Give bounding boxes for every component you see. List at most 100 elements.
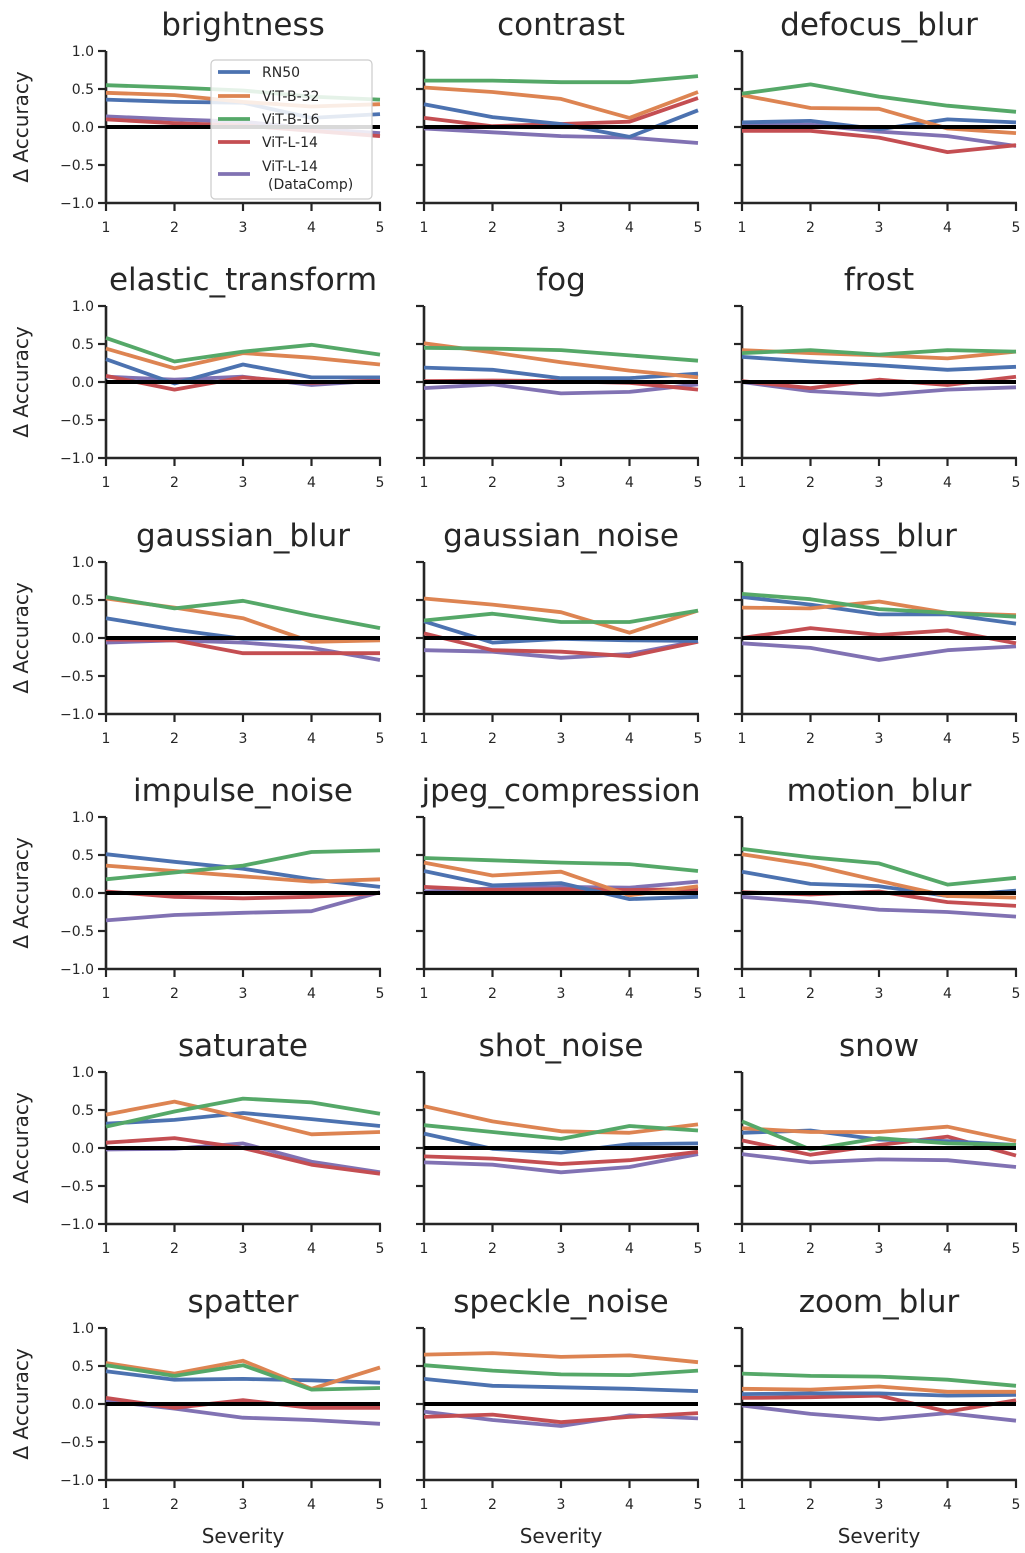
y-tick-label: 1.0 — [72, 1321, 94, 1337]
series-line-vit-l-14-datacomp — [742, 122, 1017, 148]
y-tick-label: 0.0 — [72, 886, 94, 902]
panel-title: brightness — [161, 7, 325, 43]
series-line-vit-l-14-datacomp — [423, 126, 699, 145]
series-line-vit-l-14 — [742, 128, 1017, 155]
series-line-vit-l-14-datacomp — [741, 894, 1017, 919]
x-tick-label: 2 — [170, 220, 179, 236]
y-tick-label: 0.5 — [72, 82, 94, 98]
series-line-rn50 — [423, 365, 699, 381]
series-line-vit-b-16 — [424, 74, 699, 85]
x-tick-label: 3 — [239, 986, 248, 1002]
panel-elastic-transform: elastic_transform −1.0 −0.5 0.0 0.5 1.0 1 2 3 4 5 Δ… — [9, 262, 384, 491]
x-tick-label: 1 — [420, 1241, 429, 1257]
series-line-vit-l-14-datacomp — [423, 382, 699, 396]
x-tick-label: 5 — [376, 986, 385, 1002]
y-tick-label: 0.5 — [72, 1103, 94, 1119]
y-axis-label: Δ Accuracy — [9, 1092, 33, 1204]
panel-contrast: contrast 1 2 3 4 5 — [416, 7, 702, 236]
x-tick-label: 2 — [488, 475, 497, 491]
x-tick-label: 4 — [625, 220, 634, 236]
y-axis-label: Δ Accuracy — [9, 326, 33, 438]
panel-title: snow — [839, 1028, 919, 1064]
x-tick-label: 2 — [806, 731, 815, 747]
x-tick-label: 2 — [170, 986, 179, 1002]
panel-title: motion_blur — [787, 773, 972, 809]
series-line-vit-b-16 — [105, 336, 381, 364]
panel-title: glass_blur — [801, 518, 957, 554]
x-tick-label: 2 — [170, 1497, 179, 1513]
x-tick-label: 1 — [420, 220, 429, 236]
x-tick-label: 2 — [488, 731, 497, 747]
x-tick-label: 4 — [625, 986, 634, 1002]
x-tick-label: 5 — [1012, 220, 1021, 236]
panel-title: gaussian_noise — [443, 518, 679, 554]
x-tick-label: 2 — [806, 475, 815, 491]
legend: RN50 ViT-B-32 ViT-B-16 ViT-L-14 ViT-L-14 (Dat… — [210, 59, 373, 200]
x-tick-label: 4 — [625, 731, 634, 747]
x-tick-label: 5 — [694, 731, 703, 747]
panel-glass-blur: glass_blur 1 2 3 4 5 — [734, 518, 1020, 747]
series-line-rn50 — [741, 355, 1017, 372]
x-tick-label: 1 — [420, 475, 429, 491]
x-tick-label: 1 — [420, 1497, 429, 1513]
x-tick-label: 3 — [557, 1497, 566, 1513]
x-tick-label: 3 — [239, 220, 248, 236]
x-tick-label: 3 — [557, 1241, 566, 1257]
legend-label: RN50 — [262, 65, 300, 81]
panel-title: contrast — [497, 7, 625, 43]
x-tick-label: 2 — [488, 1241, 497, 1257]
x-tick-label: 3 — [557, 731, 566, 747]
panel-title: frost — [844, 262, 914, 298]
series-line-rn50 — [423, 869, 699, 901]
y-tick-label: −1.0 — [60, 451, 94, 467]
y-tick-label: 0.0 — [72, 120, 94, 136]
panel-brightness: brightness −1.0 −0.5 0.0 0.5 1.0 1 2 3 4 5 Δ Accura… — [9, 7, 384, 236]
series-line-vit-l-14 — [741, 626, 1017, 646]
x-tick-label: 4 — [307, 731, 316, 747]
series-line-vit-b-32 — [741, 852, 1017, 900]
series-line-rn50 — [741, 117, 1017, 132]
y-tick-label: 0.0 — [72, 375, 94, 391]
x-tick-label: 2 — [170, 731, 179, 747]
x-tick-label: 1 — [738, 1241, 747, 1257]
panel-title: defocus_blur — [780, 7, 978, 43]
series-line-vit-b-16 — [423, 608, 699, 624]
y-tick-label: 0.5 — [72, 337, 94, 353]
series-line-vit-l-14-datacomp — [741, 1403, 1017, 1423]
x-tick-label: 2 — [806, 1497, 815, 1513]
y-axis-label: Δ Accuracy — [9, 1348, 33, 1460]
x-tick-label: 4 — [307, 1497, 316, 1513]
panel-title: spatter — [188, 1284, 299, 1320]
series-line-vit-b-16 — [423, 1363, 699, 1377]
x-tick-label: 1 — [738, 220, 747, 236]
x-tick-label: 4 — [625, 1497, 634, 1513]
series-line-vit-b-16 — [105, 1363, 381, 1392]
x-tick-label: 1 — [102, 986, 111, 1002]
series-line-vit-b-32 — [423, 1104, 699, 1135]
x-tick-label: 1 — [102, 1241, 111, 1257]
x-tick-label: 3 — [875, 220, 884, 236]
x-tick-label: 1 — [738, 986, 747, 1002]
x-tick-label: 2 — [488, 1497, 497, 1513]
x-tick-label: 5 — [376, 475, 385, 491]
x-tick-label: 1 — [102, 1497, 111, 1513]
x-tick-label: 2 — [806, 1241, 815, 1257]
x-axis-label: Severity — [838, 1524, 921, 1548]
series-line-vit-b-16 — [105, 848, 381, 882]
series-line-vit-b-16 — [423, 1123, 699, 1141]
x-tick-label: 1 — [738, 475, 747, 491]
series-line-rn50 — [741, 595, 1017, 626]
y-tick-label: −1.0 — [60, 1217, 94, 1233]
series-line-vit-b-32 — [105, 863, 381, 884]
series-line-vit-b-16 — [741, 1119, 1017, 1152]
y-tick-label: −0.5 — [60, 1179, 94, 1195]
x-tick-label: 4 — [307, 220, 316, 236]
panel-speckle-noise: speckle_noise 1 2 3 4 5 Severity — [416, 1284, 702, 1548]
y-axis-label: Δ Accuracy — [9, 837, 33, 949]
panel-spatter: spatter −1.0 −0.5 0.0 0.5 1.0 1 2 3 4 5 Δ Accuracy S… — [9, 1284, 384, 1548]
y-tick-label: −1.0 — [60, 962, 94, 978]
x-tick-label: 4 — [943, 475, 952, 491]
x-tick-label: 1 — [420, 986, 429, 1002]
series-line-vit-b-32 — [105, 1099, 381, 1137]
